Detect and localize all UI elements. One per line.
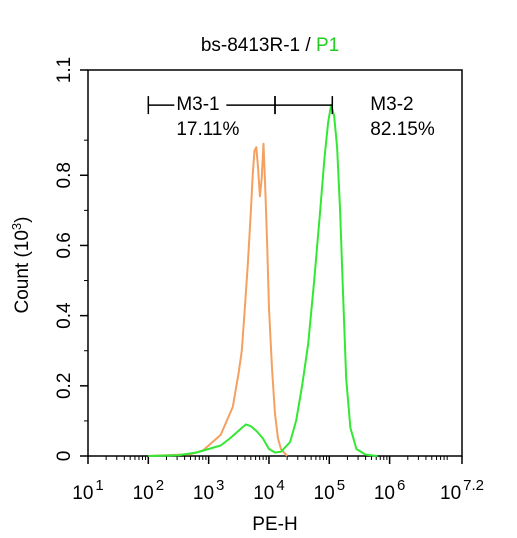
x-tick-label: 10 4 [253,477,284,504]
gate-percent-label: 82.15% [370,119,435,140]
histogram-curve-control [148,142,288,457]
y-axis-title: Count (103) [9,216,33,313]
chart-title-gate: P1 [316,35,339,56]
y-tick-label: 0.2 [54,373,75,399]
gate-label-background [174,91,227,136]
x-tick-label: 10 7.2 [440,477,484,504]
x-tick-label: 10 5 [314,477,345,504]
y-axis-title-text: Count (10 [12,230,33,313]
y-tick-label: 0 [54,451,75,462]
gate-label-background [368,91,421,136]
gate-percent-label: 17.11% [176,119,239,140]
plot-frame [87,69,463,457]
x-tick-label: 10 3 [193,477,224,504]
x-tick-label: 10 1 [72,477,103,504]
y-tick-label: 0.6 [54,232,75,258]
histogram-series [148,104,378,457]
x-axis-title: PE-H [252,514,297,535]
x-tick-label: 10 6 [374,477,405,504]
y-axis-title-close: ) [12,216,33,222]
gate-markers: M3-1 17.11% M3-2 82.15% [147,91,435,140]
gate-name-label: M3-2 [370,94,413,115]
gate-name-label: M3-1 [176,94,219,115]
y-tick-label: 0.4 [54,302,75,329]
chart-title-prefix: bs-8413R-1 / [201,35,316,56]
chart-title: bs-8413R-1 / P1 [201,35,339,56]
histogram-curve-sample [148,104,378,457]
x-tick-label: 10 2 [133,477,164,504]
axis-ticks: 10 1 10 2 10 3 10 4 10 5 10 6 10 7.2 0 0.2 0.4 0.6 0.8 1.1 [54,57,484,504]
y-tick-label: 0.8 [54,162,75,188]
y-axis-title-exp: 3 [9,223,24,230]
y-tick-label: 1.1 [54,57,75,83]
